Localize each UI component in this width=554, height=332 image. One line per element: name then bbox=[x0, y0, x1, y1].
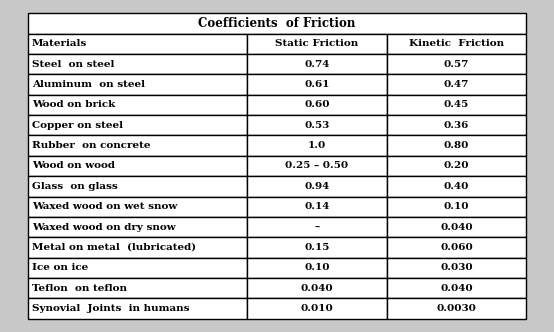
Bar bbox=[247, 74, 387, 95]
Text: 0.040: 0.040 bbox=[440, 222, 473, 232]
Text: 0.60: 0.60 bbox=[304, 100, 330, 110]
Text: 0.10: 0.10 bbox=[304, 263, 330, 272]
Text: 0.010: 0.010 bbox=[300, 304, 334, 313]
Bar bbox=[387, 278, 526, 298]
Bar bbox=[387, 156, 526, 176]
Text: Kinetic  Friction: Kinetic Friction bbox=[409, 39, 504, 48]
Bar bbox=[247, 34, 387, 54]
Text: 0.10: 0.10 bbox=[444, 202, 469, 211]
Bar bbox=[247, 197, 387, 217]
Bar bbox=[247, 298, 387, 319]
Text: 0.40: 0.40 bbox=[444, 182, 469, 191]
Bar bbox=[28, 217, 247, 237]
Text: 0.040: 0.040 bbox=[440, 284, 473, 293]
Bar bbox=[28, 74, 247, 95]
Text: Teflon  on teflon: Teflon on teflon bbox=[32, 284, 127, 293]
Text: 0.15: 0.15 bbox=[304, 243, 330, 252]
Bar bbox=[247, 217, 387, 237]
Bar bbox=[387, 298, 526, 319]
Bar bbox=[28, 156, 247, 176]
Bar bbox=[28, 258, 247, 278]
Bar bbox=[28, 34, 247, 54]
Bar bbox=[247, 258, 387, 278]
Bar bbox=[387, 115, 526, 135]
Bar bbox=[28, 135, 247, 156]
Bar bbox=[387, 135, 526, 156]
Text: Aluminum  on steel: Aluminum on steel bbox=[32, 80, 145, 89]
Bar bbox=[28, 54, 247, 74]
Text: Wood on brick: Wood on brick bbox=[32, 100, 115, 110]
Bar bbox=[247, 54, 387, 74]
Bar bbox=[28, 197, 247, 217]
Bar bbox=[28, 176, 247, 197]
Bar bbox=[387, 197, 526, 217]
Text: 0.030: 0.030 bbox=[440, 263, 473, 272]
Text: 0.61: 0.61 bbox=[304, 80, 330, 89]
Text: Copper on steel: Copper on steel bbox=[32, 121, 122, 130]
Text: 0.47: 0.47 bbox=[444, 80, 469, 89]
Bar bbox=[387, 54, 526, 74]
Text: 0.45: 0.45 bbox=[444, 100, 469, 110]
Text: 0.36: 0.36 bbox=[444, 121, 469, 130]
Bar bbox=[247, 115, 387, 135]
Text: Wood on wood: Wood on wood bbox=[32, 161, 115, 171]
Text: Waxed wood on dry snow: Waxed wood on dry snow bbox=[32, 222, 175, 232]
Text: 0.040: 0.040 bbox=[301, 284, 333, 293]
Bar bbox=[247, 176, 387, 197]
Text: 0.57: 0.57 bbox=[444, 60, 469, 69]
Bar bbox=[247, 135, 387, 156]
Bar bbox=[387, 258, 526, 278]
Bar bbox=[28, 95, 247, 115]
Text: Synovial  Joints  in humans: Synovial Joints in humans bbox=[32, 304, 189, 313]
Text: Steel  on steel: Steel on steel bbox=[32, 60, 114, 69]
Bar bbox=[387, 176, 526, 197]
Bar bbox=[387, 34, 526, 54]
Text: –: – bbox=[314, 222, 320, 232]
Bar bbox=[28, 237, 247, 258]
Bar bbox=[387, 74, 526, 95]
Text: Glass  on glass: Glass on glass bbox=[32, 182, 117, 191]
Text: 0.14: 0.14 bbox=[304, 202, 330, 211]
Text: Coefficients  of Friction: Coefficients of Friction bbox=[198, 17, 356, 30]
Bar bbox=[247, 156, 387, 176]
Text: Static Friction: Static Friction bbox=[275, 39, 358, 48]
Text: 0.0030: 0.0030 bbox=[437, 304, 476, 313]
Text: 0.80: 0.80 bbox=[444, 141, 469, 150]
Text: 0.53: 0.53 bbox=[304, 121, 330, 130]
Text: Ice on ice: Ice on ice bbox=[32, 263, 88, 272]
Text: 0.20: 0.20 bbox=[444, 161, 469, 171]
Bar bbox=[28, 278, 247, 298]
Bar bbox=[247, 237, 387, 258]
Bar bbox=[387, 217, 526, 237]
Text: 0.74: 0.74 bbox=[304, 60, 330, 69]
Bar bbox=[247, 278, 387, 298]
Text: 0.94: 0.94 bbox=[304, 182, 330, 191]
Text: 0.060: 0.060 bbox=[440, 243, 473, 252]
Text: Rubber  on concrete: Rubber on concrete bbox=[32, 141, 150, 150]
Bar bbox=[387, 237, 526, 258]
Text: Waxed wood on wet snow: Waxed wood on wet snow bbox=[32, 202, 177, 211]
Bar bbox=[28, 13, 526, 34]
Text: Metal on metal  (lubricated): Metal on metal (lubricated) bbox=[32, 243, 196, 252]
Bar bbox=[28, 298, 247, 319]
Text: 0.25 – 0.50: 0.25 – 0.50 bbox=[285, 161, 348, 171]
Bar bbox=[387, 95, 526, 115]
Bar bbox=[247, 95, 387, 115]
Bar bbox=[28, 115, 247, 135]
Text: 1.0: 1.0 bbox=[308, 141, 326, 150]
Text: Materials: Materials bbox=[32, 39, 87, 48]
